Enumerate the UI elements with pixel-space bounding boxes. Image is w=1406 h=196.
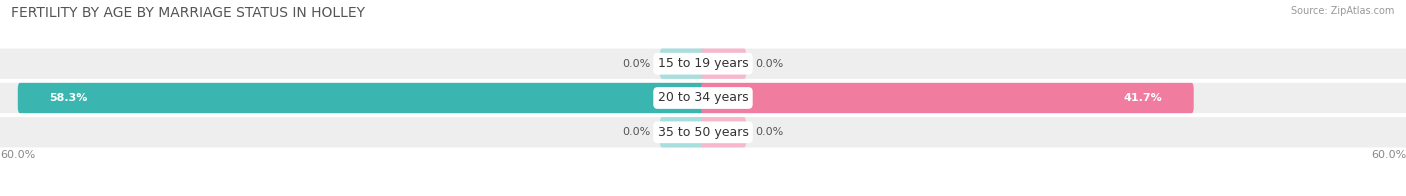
FancyBboxPatch shape xyxy=(0,83,1406,113)
Text: 20 to 34 years: 20 to 34 years xyxy=(658,92,748,104)
FancyBboxPatch shape xyxy=(700,83,1194,113)
Text: 0.0%: 0.0% xyxy=(621,127,650,137)
Text: 35 to 50 years: 35 to 50 years xyxy=(658,126,748,139)
FancyBboxPatch shape xyxy=(659,117,706,147)
Text: 0.0%: 0.0% xyxy=(621,59,650,69)
Text: 41.7%: 41.7% xyxy=(1123,93,1163,103)
FancyBboxPatch shape xyxy=(700,117,747,147)
FancyBboxPatch shape xyxy=(700,49,747,79)
FancyBboxPatch shape xyxy=(0,49,1406,79)
Text: 60.0%: 60.0% xyxy=(0,150,35,160)
FancyBboxPatch shape xyxy=(659,49,706,79)
Text: 58.3%: 58.3% xyxy=(49,93,87,103)
Text: 60.0%: 60.0% xyxy=(1371,150,1406,160)
Text: Source: ZipAtlas.com: Source: ZipAtlas.com xyxy=(1291,6,1395,16)
Text: 0.0%: 0.0% xyxy=(756,127,785,137)
Text: 0.0%: 0.0% xyxy=(756,59,785,69)
Text: 15 to 19 years: 15 to 19 years xyxy=(658,57,748,70)
Text: FERTILITY BY AGE BY MARRIAGE STATUS IN HOLLEY: FERTILITY BY AGE BY MARRIAGE STATUS IN H… xyxy=(11,6,366,20)
FancyBboxPatch shape xyxy=(18,83,706,113)
FancyBboxPatch shape xyxy=(0,117,1406,147)
